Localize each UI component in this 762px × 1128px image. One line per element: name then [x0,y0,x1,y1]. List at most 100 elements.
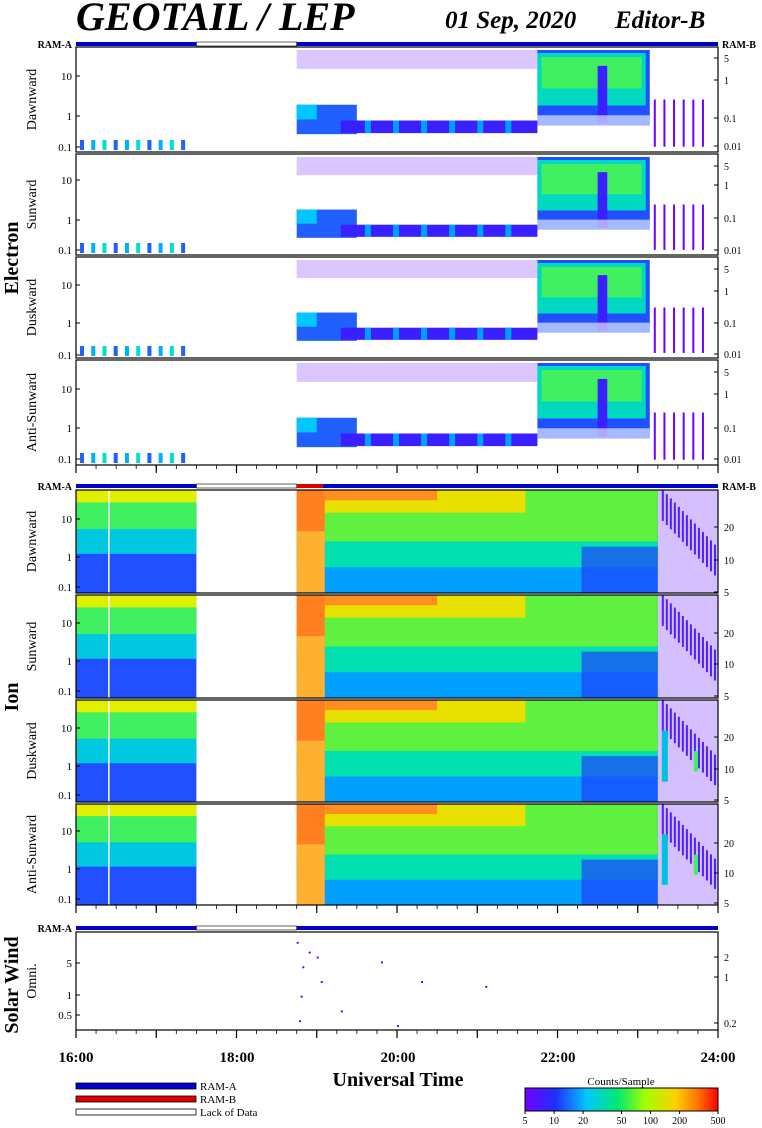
data-gap [108,490,110,593]
data-cell [681,825,684,856]
data-cell [449,224,456,237]
r-tick-label: 1 [724,181,729,192]
r-tick-label: 20 [724,839,734,850]
data-point [308,951,311,954]
y-tick-label: 1 [67,111,73,123]
chart-title: GEOTAIL / LEP [76,0,355,39]
y-tick-label: 10 [61,618,73,630]
data-point [380,961,383,964]
data-cell [653,99,656,147]
data-cell [673,412,676,460]
y-tick-label: 5 [67,958,73,970]
data-band [537,428,650,460]
data-cell [685,725,688,756]
data-cell [701,532,704,563]
data-cell [113,346,118,356]
data-cell [147,346,152,356]
colorbar-title: Counts/Sample [587,1076,654,1088]
data-cell [421,433,428,447]
r-tick-label: 0.2 [724,1019,737,1030]
data-band [296,804,438,815]
data-band [340,224,538,237]
data-cell [697,841,700,873]
r-tick-label: 0.1 [724,214,737,225]
data-cell [80,453,85,463]
data-cell [705,746,708,777]
data-point [296,941,299,944]
data-cell [685,829,688,860]
data-cell [449,120,456,134]
data-cell [421,327,428,340]
data-cell [421,120,428,134]
data-cell [673,712,676,744]
data-band [541,57,642,89]
data-band [597,65,608,124]
panel-frame [75,931,719,1031]
y-tick-label: 1 [67,864,73,876]
x-tick-label: 24:00 [701,1050,736,1066]
r-tick-label: 5 [724,588,729,599]
chart-date: 01 Sep, 2020 [445,7,577,34]
data-cell [147,453,152,463]
data-cell [477,327,484,340]
data-band [296,260,538,279]
data-band [340,327,538,340]
data-cell [669,708,672,739]
data-band [296,700,438,711]
r-tick-label: 5 [724,796,729,807]
data-band [296,595,325,637]
data-cell [505,327,512,340]
r-tick-label: 20 [724,629,734,640]
data-cell [80,346,85,356]
panel [75,931,719,1031]
data-point [421,981,424,983]
data-cell [713,858,716,889]
data-point [316,956,319,959]
data-cell [653,204,656,250]
mode-bar-ram-a [76,42,718,46]
legend-label: Lack of Data [200,1107,258,1119]
y-tick-label: 10 [61,384,73,396]
r-tick-label: 1 [724,287,729,298]
y-tick-label: 1 [67,423,73,435]
data-cell [91,453,96,463]
data-cell [689,729,692,760]
data-cell [364,433,371,447]
x-axis: 16:00 18:00 20:00 22:00 24:00 Universal … [59,1050,736,1091]
r-tick-label: 2 [724,953,729,964]
data-cell [505,224,512,237]
data-cell [136,140,141,150]
panel-frame [75,256,719,359]
data-cell [181,453,186,463]
mode-bar-lack [196,925,297,931]
data-gap [108,595,110,698]
data-cell [701,99,704,147]
data-cell [665,704,668,735]
data-band [541,370,642,402]
data-cell [102,243,107,253]
panel-label: Anti-Sunward [25,815,40,894]
colorbar-tick-label: 20 [578,1116,588,1127]
data-cell [689,624,692,656]
data-band [340,120,538,134]
data-gap [108,804,110,905]
y-tick-label: 10 [61,71,73,83]
data-cell [709,750,712,781]
r-tick-label: 20 [724,523,734,534]
data-band [296,490,438,501]
mode-bar-ram-a [76,484,718,488]
data-gap [108,700,110,802]
panel-label: Duskward [25,279,40,337]
panel [75,359,719,466]
r-tick-label: 0.1 [724,114,737,125]
y-tick-label: 1 [67,318,73,330]
data-cell [705,850,708,881]
mode-bar-ram-b [296,484,324,488]
data-cell [682,99,685,147]
data-cell [692,307,695,353]
data-cell [124,346,129,356]
data-cell [158,453,163,463]
data-cell [421,224,428,237]
data-cell [136,243,141,253]
colorbar-tick-label: 500 [711,1116,726,1127]
